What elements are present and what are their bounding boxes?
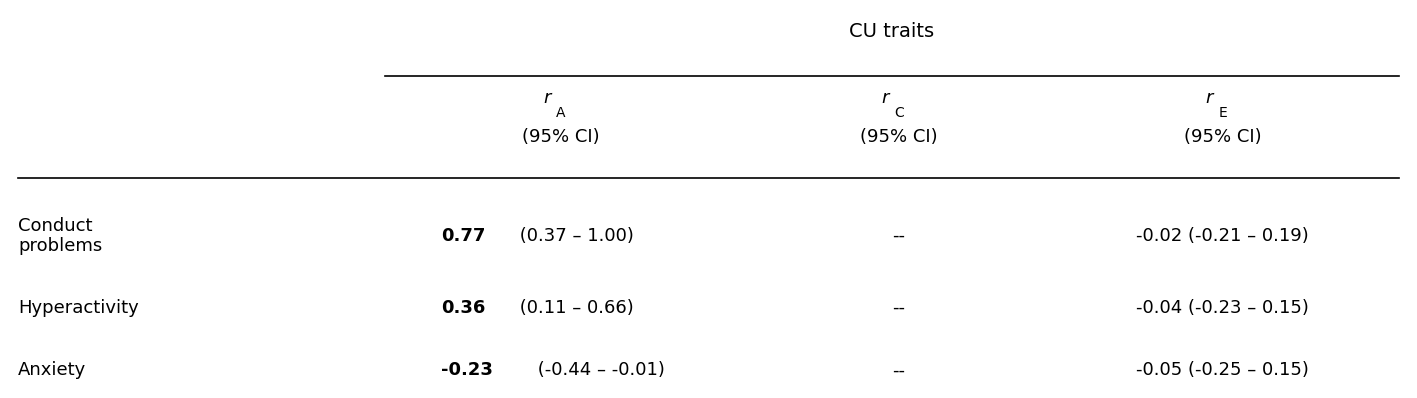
Text: --: -- [893,227,905,245]
Text: C: C [894,106,904,120]
Text: Anxiety: Anxiety [18,361,86,379]
Text: --: -- [893,361,905,379]
Text: E: E [1219,106,1227,120]
Text: (95% CI): (95% CI) [521,128,599,146]
Text: (0.37 – 1.00): (0.37 – 1.00) [514,227,633,245]
Text: Conduct
problems: Conduct problems [18,217,102,256]
Text: --: -- [893,299,905,317]
Text: A: A [557,106,565,120]
Text: -0.02 (-0.21 – 0.19): -0.02 (-0.21 – 0.19) [1136,227,1309,245]
Text: -0.05 (-0.25 – 0.15): -0.05 (-0.25 – 0.15) [1136,361,1309,379]
Text: $\it{r}$: $\it{r}$ [881,89,891,107]
Text: 0.36: 0.36 [441,299,485,317]
Text: -0.23: -0.23 [441,361,493,379]
Text: $\it{r}$: $\it{r}$ [543,89,554,107]
Text: CU traits: CU traits [849,22,934,41]
Text: 0.77: 0.77 [441,227,485,245]
Text: $\it{r}$: $\it{r}$ [1206,89,1216,107]
Text: (0.11 – 0.66): (0.11 – 0.66) [514,299,633,317]
Text: (95% CI): (95% CI) [1183,128,1261,146]
Text: Hyperactivity: Hyperactivity [18,299,139,317]
Text: (-0.44 – -0.01): (-0.44 – -0.01) [533,361,666,379]
Text: -0.04 (-0.23 – 0.15): -0.04 (-0.23 – 0.15) [1136,299,1309,317]
Text: (95% CI): (95% CI) [860,128,938,146]
